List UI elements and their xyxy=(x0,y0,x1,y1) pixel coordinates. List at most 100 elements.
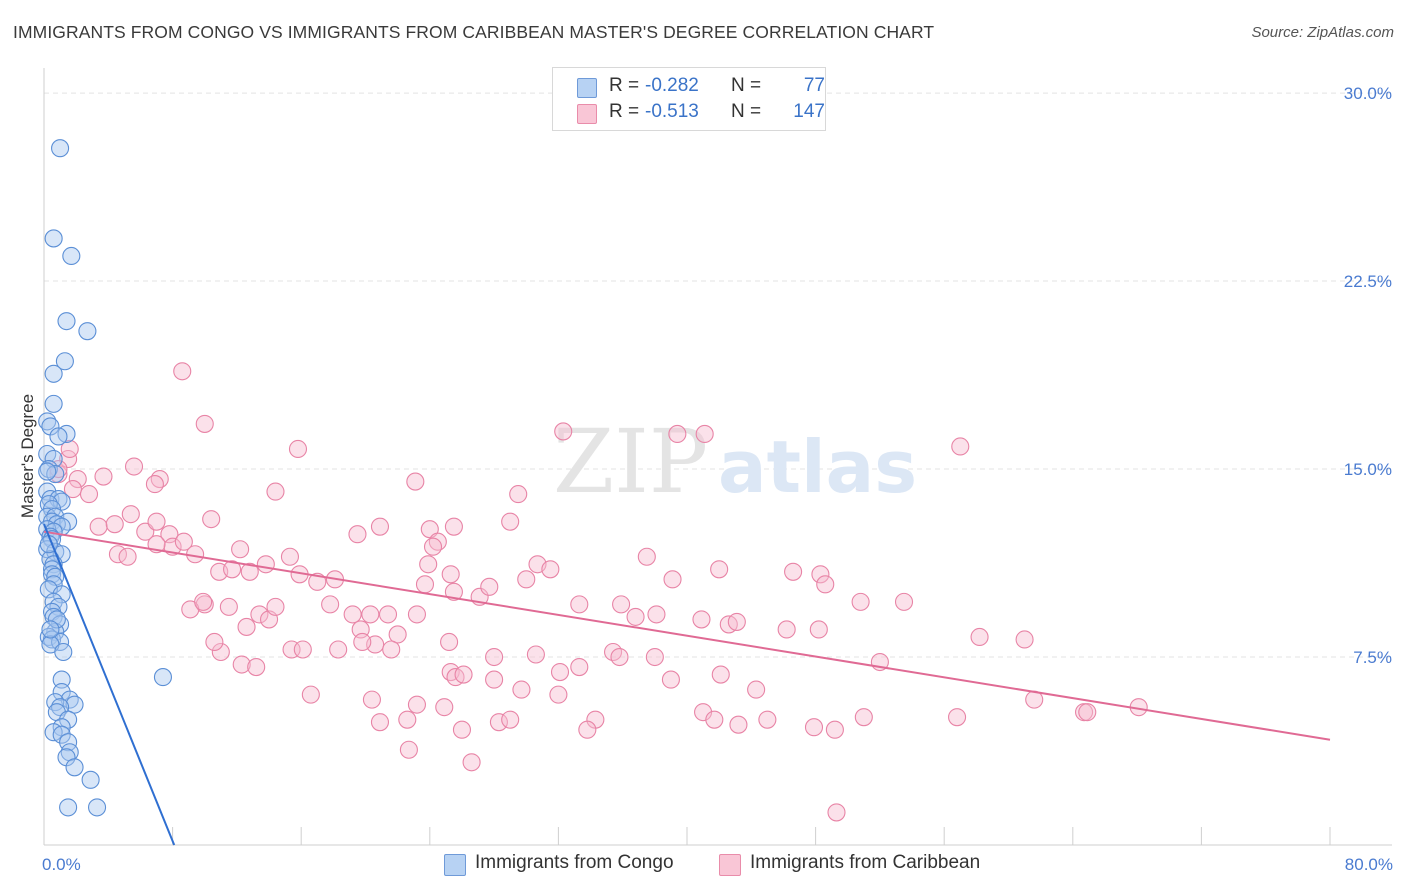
caribbean-point xyxy=(851,592,870,611)
caribbean-point xyxy=(554,422,573,441)
caribbean-point xyxy=(415,575,435,594)
y-axis-label: Master's Degree xyxy=(18,394,37,518)
caribbean-point xyxy=(231,540,250,559)
caribbean-point xyxy=(550,663,570,682)
caribbean-point xyxy=(462,753,481,772)
congo-point xyxy=(65,758,84,777)
congo-point xyxy=(39,627,58,647)
caribbean-point xyxy=(173,362,192,381)
caribbean-point xyxy=(89,517,108,536)
axes xyxy=(43,68,1392,846)
caribbean-point xyxy=(68,470,87,489)
chart-title: IMMIGRANTS FROM CONGO VS IMMIGRANTS FROM… xyxy=(13,22,935,42)
caribbean-point xyxy=(407,605,426,624)
caribbean-point xyxy=(205,632,224,652)
caribbean-point xyxy=(378,605,398,624)
caribbean-point xyxy=(49,459,68,479)
caribbean-point xyxy=(610,647,629,667)
caribbean-point xyxy=(388,625,407,644)
caribbean-point xyxy=(440,632,459,652)
congo-point xyxy=(44,229,63,248)
y-tick-label: 15.0% xyxy=(1344,460,1392,479)
caribbean-points xyxy=(49,362,1148,822)
caribbean-point xyxy=(362,690,381,709)
caribbean-point xyxy=(517,570,536,589)
caribbean-point xyxy=(266,597,285,616)
caribbean-point xyxy=(729,715,748,734)
congo-n-value: 77 xyxy=(803,75,825,96)
caribbean-point xyxy=(441,565,460,584)
caribbean-point xyxy=(827,803,846,822)
caribbean-point xyxy=(237,617,256,636)
congo-point xyxy=(87,798,107,817)
caribbean-point xyxy=(747,680,766,699)
caribbean-point xyxy=(202,510,221,529)
caribbean-point xyxy=(444,582,463,601)
congo-swatch-icon xyxy=(577,78,597,98)
caribbean-point xyxy=(219,597,238,616)
caribbean-point xyxy=(809,620,828,639)
caribbean-point xyxy=(398,710,417,729)
caribbean-point xyxy=(948,708,967,727)
caribbean-point xyxy=(194,592,213,611)
caribbean-point xyxy=(63,480,82,499)
caribbean-r-label: R = xyxy=(609,101,640,122)
caribbean-point xyxy=(951,437,970,456)
caribbean-point xyxy=(223,560,242,579)
congo-point xyxy=(44,394,63,413)
caribbean-point xyxy=(136,522,155,541)
congo-legend-label: Immigrants from Congo xyxy=(475,852,674,873)
caribbean-point xyxy=(485,670,504,689)
caribbean-point xyxy=(811,565,830,584)
caribbean-point xyxy=(578,720,597,739)
caribbean-point xyxy=(509,485,528,504)
congo-legend-icon xyxy=(444,854,466,876)
congo-points xyxy=(38,139,173,817)
caribbean-point xyxy=(382,640,401,659)
caribbean-r-value: -0.513 xyxy=(645,101,699,122)
caribbean-point xyxy=(626,607,645,626)
caribbean-point xyxy=(266,482,285,501)
caribbean-point xyxy=(663,570,682,589)
caribbean-point xyxy=(399,740,418,759)
caribbean-point xyxy=(147,512,166,531)
caribbean-point xyxy=(105,515,124,534)
caribbean-point xyxy=(423,537,443,556)
caribbean-point xyxy=(512,680,531,699)
caribbean-point xyxy=(570,595,589,614)
caribbean-point xyxy=(647,605,666,624)
caribbean-point xyxy=(407,695,426,714)
congo-point xyxy=(57,312,76,331)
caribbean-point xyxy=(526,645,545,664)
caribbean-point xyxy=(549,685,568,704)
x-tick-label: 0.0% xyxy=(42,855,81,874)
caribbean-point xyxy=(727,612,746,631)
congo-point xyxy=(44,364,63,383)
caribbean-point xyxy=(637,547,656,566)
caribbean-point xyxy=(240,562,259,581)
caribbean-legend-label: Immigrants from Caribbean xyxy=(750,852,981,873)
congo-point xyxy=(65,695,84,714)
caribbean-point xyxy=(256,555,275,574)
caribbean-point xyxy=(288,439,308,459)
y-tick-label: 7.5% xyxy=(1353,648,1392,667)
caribbean-point xyxy=(777,620,796,639)
caribbean-point xyxy=(485,647,504,667)
caribbean-point xyxy=(361,605,380,624)
caribbean-point xyxy=(329,640,348,659)
caribbean-point xyxy=(661,670,680,689)
caribbean-point xyxy=(570,657,589,677)
caribbean-point xyxy=(501,512,520,531)
congo-point xyxy=(52,670,71,689)
caribbean-point xyxy=(250,605,269,624)
caribbean-point xyxy=(232,655,251,674)
caribbean-point xyxy=(501,710,520,729)
congo-point xyxy=(38,412,57,431)
caribbean-point xyxy=(301,685,320,704)
caribbean-point xyxy=(612,595,631,614)
caribbean-point xyxy=(668,424,687,443)
caribbean-legend-icon xyxy=(719,854,741,876)
congo-trend-line xyxy=(43,523,176,846)
caribbean-point xyxy=(419,555,438,574)
